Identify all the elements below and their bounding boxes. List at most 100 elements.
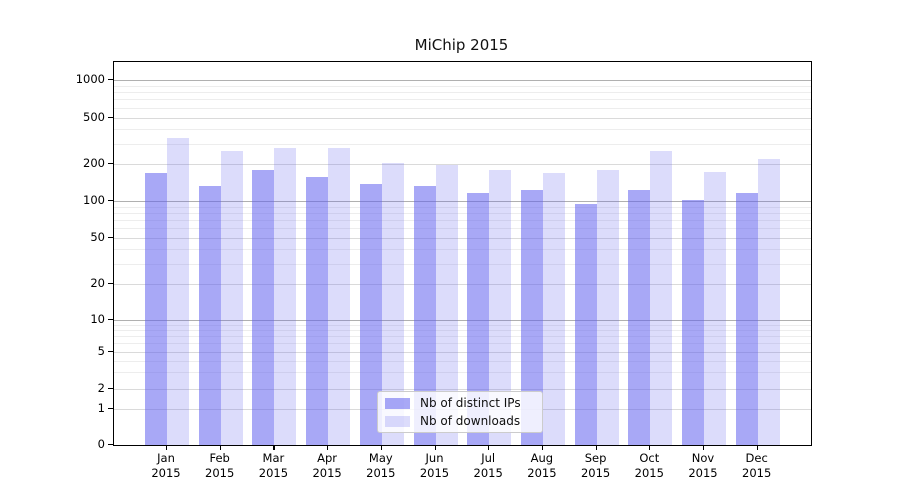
- bar-downloads-may: [381, 163, 404, 445]
- bar-downloads-jun: [435, 164, 458, 445]
- gridline-y-30: [114, 263, 811, 265]
- gridline-y-500: [114, 117, 811, 119]
- x-tick-mark-jan: [166, 445, 168, 450]
- bar-distinct-ips-mar: [252, 169, 275, 445]
- x-tick-mark-feb: [219, 445, 221, 450]
- x-tick-label-jul: Jul 2015: [473, 451, 503, 480]
- x-tick-mark-sep: [595, 445, 597, 450]
- bar-downloads-jul: [489, 169, 512, 445]
- x-tick-label-oct: Oct 2015: [634, 451, 664, 480]
- y-tick-label-1000: 1000: [75, 72, 105, 86]
- bar-downloads-apr: [328, 148, 351, 445]
- bar-distinct-ips-jul: [467, 193, 490, 445]
- y-tick-label-5: 5: [97, 343, 105, 358]
- x-tick-label-jan: Jan 2015: [151, 451, 181, 480]
- gridline-y-70: [114, 219, 811, 221]
- y-tick-mark-1: [108, 408, 113, 410]
- y-tick-label-0: 0: [97, 437, 105, 451]
- gridline-y-700: [114, 99, 811, 101]
- x-tick-label-nov: Nov 2015: [688, 451, 718, 480]
- x-tick-mark-jul: [488, 445, 490, 450]
- gridline-y-1000: [114, 80, 811, 81]
- x-tick-mark-mar: [273, 445, 275, 450]
- y-tick-label-50: 50: [90, 229, 105, 244]
- y-tick-mark-2: [108, 387, 113, 389]
- x-tick-mark-oct: [649, 445, 651, 450]
- bar-downloads-feb: [220, 150, 243, 445]
- gridline-y-300: [114, 143, 811, 145]
- bar-distinct-ips-apr: [306, 176, 329, 445]
- plot-area: [113, 61, 812, 446]
- gridline-y-8: [114, 330, 811, 332]
- y-tick-mark-5: [108, 350, 113, 352]
- y-tick-label-2: 2: [97, 380, 105, 395]
- x-tick-label-dec: Dec 2015: [742, 451, 772, 480]
- bar-distinct-ips-nov: [682, 200, 704, 445]
- x-tick-label-sep: Sep 2015: [580, 451, 611, 480]
- y-tick-mark-1000: [108, 79, 113, 81]
- y-tick-label-500: 500: [83, 109, 105, 124]
- legend: Nb of distinct IPs Nb of downloads: [377, 391, 543, 433]
- gridline-y-5: [114, 351, 811, 353]
- legend-label-downloads: Nb of downloads: [420, 414, 521, 428]
- gridline-y-800: [114, 92, 811, 94]
- legend-entry-downloads: Nb of downloads: [385, 414, 534, 428]
- bar-distinct-ips-dec: [735, 193, 758, 445]
- gridline-y-100: [114, 201, 811, 202]
- gridline-y-7: [114, 336, 811, 338]
- y-tick-mark-500: [108, 116, 113, 118]
- bar-downloads-mar: [274, 147, 297, 445]
- x-tick-label-jun: Jun 2015: [419, 451, 450, 480]
- gridline-y-3: [114, 372, 811, 374]
- bar-distinct-ips-sep: [574, 204, 597, 445]
- legend-label-distinct-ips: Nb of distinct IPs: [420, 396, 521, 410]
- legend-swatch-downloads: [385, 415, 410, 427]
- x-tick-label-may: May 2015: [366, 451, 396, 480]
- gridline-y-90: [114, 206, 811, 208]
- gridline-y-400: [114, 128, 811, 130]
- y-tick-mark-50: [108, 236, 113, 238]
- gridline-y-10: [114, 320, 811, 321]
- gridline-y-80: [114, 212, 811, 214]
- x-tick-mark-jun: [434, 445, 436, 450]
- bar-downloads-dec: [757, 159, 780, 445]
- bar-downloads-sep: [596, 170, 619, 445]
- y-tick-label-100: 100: [83, 193, 105, 207]
- y-tick-label-20: 20: [90, 276, 105, 291]
- gridline-y-900: [114, 85, 811, 87]
- gridline-y-60: [114, 228, 811, 230]
- chart-title: MiChip 2015: [414, 36, 509, 54]
- y-tick-mark-10: [108, 319, 113, 321]
- bar-downloads-jan: [167, 138, 189, 445]
- bar-downloads-aug: [542, 172, 565, 445]
- gridline-y-40: [114, 249, 811, 251]
- legend-swatch-distinct-ips: [385, 397, 410, 409]
- x-tick-mark-aug: [541, 445, 544, 450]
- gridline-y-600: [114, 107, 811, 109]
- bar-distinct-ips-aug: [520, 189, 543, 445]
- gridline-y-9: [114, 324, 811, 326]
- gridline-y-2: [114, 388, 811, 390]
- bar-downloads-nov: [704, 172, 726, 445]
- x-tick-mark-nov: [703, 445, 705, 450]
- x-tick-label-mar: Mar 2015: [258, 451, 289, 480]
- x-tick-mark-may: [380, 445, 382, 450]
- y-tick-label-10: 10: [90, 312, 105, 326]
- y-tick-mark-0: [108, 444, 113, 446]
- gridline-y-50: [114, 237, 811, 239]
- gridline-y-20: [114, 284, 811, 286]
- x-tick-label-aug: Aug 2015: [527, 451, 557, 480]
- x-tick-label-feb: Feb 2015: [205, 451, 235, 480]
- bar-distinct-ips-jun: [413, 185, 436, 445]
- x-tick-label-apr: Apr 2015: [312, 451, 342, 480]
- bar-downloads-oct: [650, 151, 673, 445]
- y-tick-mark-200: [108, 163, 113, 165]
- y-tick-label-200: 200: [83, 156, 105, 170]
- x-tick-mark-dec: [756, 445, 758, 450]
- y-tick-label-1: 1: [97, 401, 105, 416]
- bar-distinct-ips-feb: [198, 186, 221, 445]
- x-tick-mark-apr: [327, 445, 329, 450]
- gridline-y-4: [114, 360, 811, 362]
- bar-distinct-ips-may: [359, 183, 382, 445]
